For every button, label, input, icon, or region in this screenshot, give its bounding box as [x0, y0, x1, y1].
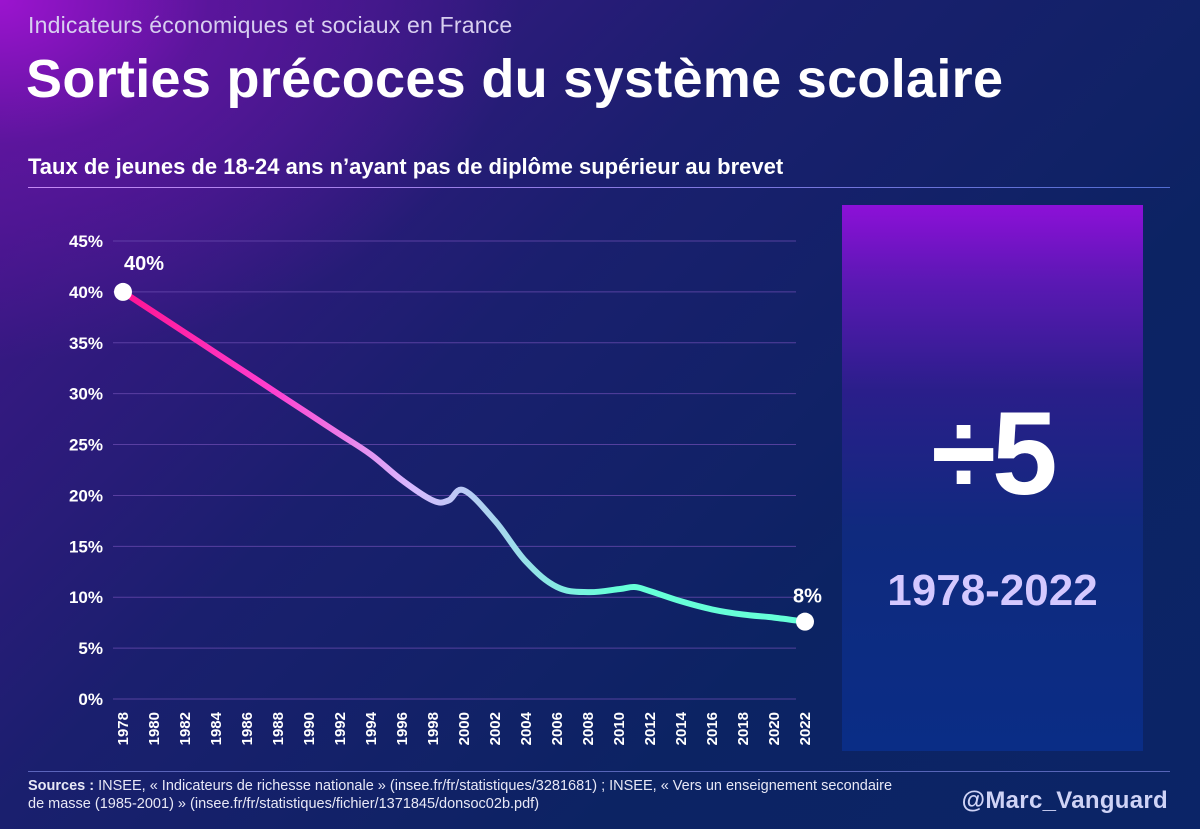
sources-note: Sources : INSEE, « Indicateurs de riches… — [28, 777, 908, 813]
page-title: Sorties précoces du système scolaire — [26, 49, 1004, 109]
y-tick-label: 40% — [69, 283, 103, 302]
sources-text: INSEE, « Indicateurs de richesse nationa… — [28, 778, 893, 812]
x-tick-label: 2010 — [611, 712, 628, 745]
divider-top — [28, 187, 1170, 188]
x-tick-label: 2002 — [487, 712, 504, 745]
x-tick-label: 1986 — [239, 712, 256, 745]
y-tick-label: 10% — [69, 588, 103, 607]
y-tick-label: 20% — [69, 486, 103, 505]
x-tick-label: 2014 — [673, 711, 690, 745]
x-tick-label: 1992 — [332, 712, 349, 745]
endpoint-marker — [114, 282, 132, 301]
x-tick-label: 2018 — [735, 712, 752, 745]
x-tick-label: 2006 — [549, 712, 566, 745]
y-tick-label: 0% — [78, 690, 103, 709]
author-handle: @Marc_Vanguard — [961, 787, 1168, 814]
data-label: 8% — [793, 586, 822, 608]
x-tick-label: 2004 — [518, 711, 535, 745]
x-tick-label: 1994 — [363, 711, 380, 745]
sources-label: Sources : — [28, 778, 95, 794]
x-tick-label: 2000 — [456, 712, 473, 745]
x-tick-label: 1980 — [146, 712, 163, 745]
chart-subtitle: Taux de jeunes de 18-24 ans n’ayant pas … — [28, 154, 784, 179]
series-line — [120, 288, 808, 625]
x-tick-label: 1996 — [394, 712, 411, 745]
x-tick-label: 1978 — [115, 712, 132, 745]
x-tick-label: 1998 — [425, 712, 442, 745]
x-tick-label: 2020 — [766, 712, 783, 745]
x-tick-label: 2012 — [642, 712, 659, 745]
y-tick-label: 45% — [69, 232, 103, 251]
summary-panel: ÷5 1978-2022 — [842, 205, 1143, 751]
x-tick-label: 2022 — [797, 712, 814, 745]
x-tick-label: 1988 — [270, 712, 287, 745]
y-tick-label: 15% — [69, 537, 103, 556]
y-tick-label: 35% — [69, 334, 103, 353]
endpoint-marker — [796, 612, 814, 631]
x-tick-label: 1990 — [301, 712, 318, 745]
divider-bottom — [28, 771, 1170, 772]
period-label: 1978-2022 — [887, 566, 1098, 615]
line-chart: 0% 5% 10% 15% 20% 25% 30% 35% 40% 45% 1978 1980 198… — [69, 232, 822, 745]
y-tick-label: 25% — [69, 436, 103, 455]
data-label: 40% — [124, 253, 164, 275]
kicker-title: Indicateurs économiques et sociaux en Fr… — [28, 12, 513, 38]
reduction-factor: ÷5 — [931, 388, 1057, 520]
x-tick-label: 1984 — [208, 711, 225, 745]
x-tick-label: 2016 — [704, 712, 721, 745]
x-tick-label: 1982 — [177, 712, 194, 745]
y-tick-label: 30% — [69, 385, 103, 404]
y-tick-label: 5% — [78, 639, 103, 658]
x-tick-label: 2008 — [580, 712, 597, 745]
